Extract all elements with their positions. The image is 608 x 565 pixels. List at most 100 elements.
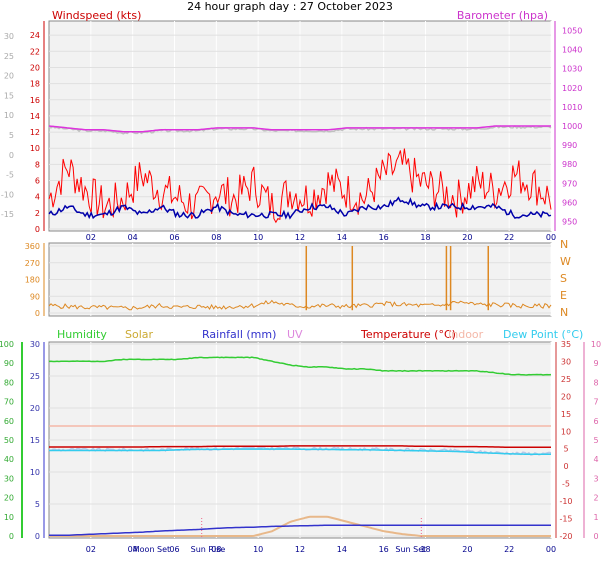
uv-y-tick: 7 — [593, 398, 598, 407]
baro-y-tick: 960 — [562, 198, 577, 207]
baro-line — [48, 125, 551, 133]
rain-y-tick: 0 — [35, 532, 40, 541]
humidity-y-tick: 60 — [4, 417, 14, 426]
temp-y-tick: 35 — [561, 340, 571, 349]
x-tick-label-wind: 00 — [546, 233, 556, 242]
avg-wind-line — [48, 196, 552, 220]
humidity-y-tick: 70 — [4, 398, 14, 407]
humidity-y-tick: 20 — [4, 494, 14, 503]
graph-title: 24 hour graph day : 27 October 2023 — [187, 0, 393, 13]
wind-y-tick: 0 — [35, 225, 40, 234]
wind-y-tick: 4 — [35, 193, 40, 202]
temp-y-tick: 25 — [561, 375, 571, 384]
x-tick-label-wind: 18 — [420, 233, 430, 242]
uv-y-tick: 5 — [593, 436, 598, 445]
baro-y-tick: 980 — [562, 160, 577, 169]
x-tick-label-wind: 06 — [169, 233, 179, 242]
direction-line — [48, 299, 552, 311]
x-tick-label-env: 08 — [211, 545, 221, 554]
legend-uv: UV — [287, 328, 303, 341]
baro-y-tick: 990 — [562, 141, 577, 150]
x-tick-label-env: 12 — [295, 545, 305, 554]
legend-temperature: Temperature (°C) — [360, 328, 456, 341]
uv-y-tick: 2 — [593, 494, 598, 503]
wind-y-tick: 10 — [30, 144, 40, 153]
wind-y-tick: 12 — [30, 128, 40, 137]
temp-y-tick: -5 — [562, 480, 570, 489]
x-tick-label-env: 00 — [546, 545, 556, 554]
dir-compass-tick: W — [560, 255, 571, 268]
temp-y-tick: 20 — [561, 392, 571, 401]
humidity-line — [48, 356, 552, 376]
x-tick-label-wind: 16 — [379, 233, 389, 242]
wind-y-tick: 14 — [30, 112, 40, 121]
dir-y-tick: 360 — [25, 242, 40, 251]
x-tick-label-env: 04 — [128, 545, 138, 554]
uv-y-tick: 9 — [593, 359, 598, 368]
wind-y-tick-alt: 10 — [4, 111, 14, 120]
wind-y-tick: 18 — [30, 80, 40, 89]
dir-y-tick: 90 — [30, 292, 40, 301]
baro-y-tick: 1020 — [562, 84, 582, 93]
wind-y-tick: 6 — [35, 177, 40, 186]
wind-y-tick: 8 — [35, 160, 40, 169]
x-tick-label-wind: 22 — [504, 233, 514, 242]
baro-y-tick: 1030 — [562, 65, 582, 74]
rainfall-line — [49, 524, 551, 536]
temp-y-tick: 30 — [561, 357, 571, 366]
temp-y-tick: 0 — [563, 462, 568, 471]
dir-y-tick: 0 — [35, 309, 40, 318]
wind-y-tick: 24 — [30, 31, 40, 40]
sun-set-label: Sun Set — [395, 545, 426, 554]
sun-rise-label: Sun Rise — [191, 545, 226, 554]
humidity-y-tick: 30 — [4, 474, 14, 483]
baro-y-tick: 950 — [562, 217, 577, 226]
x-tick-label-env: 18 — [420, 545, 430, 554]
humidity-y-tick: 50 — [4, 436, 14, 445]
legend-rainfall: Rainfall (mm) — [202, 328, 276, 341]
baro-y-tick: 1000 — [562, 122, 582, 131]
humidity-y-tick: 100 — [0, 340, 14, 349]
dir-y-tick: 270 — [25, 259, 40, 268]
uv-y-tick: 4 — [593, 455, 598, 464]
x-tick-label-wind: 02 — [86, 233, 96, 242]
legend-humidity: Humidity — [57, 328, 107, 341]
baro-y-tick: 1040 — [562, 46, 582, 55]
rain-y-tick: 20 — [30, 404, 40, 413]
solar-line — [49, 515, 551, 537]
baro-y-tick: 1010 — [562, 103, 582, 112]
x-tick-label-env: 20 — [462, 545, 472, 554]
wind-y-tick: 22 — [30, 47, 40, 56]
temperature-line — [49, 445, 551, 449]
x-tick-label-wind: 12 — [295, 233, 305, 242]
dir-compass-tick: N — [560, 306, 568, 319]
x-tick-label-env: 14 — [337, 545, 347, 554]
barometer-label: Barometer (hpa) — [457, 9, 548, 22]
dir-compass-tick: E — [560, 289, 567, 302]
x-tick-label-env: 06 — [169, 545, 179, 554]
x-tick-label-wind: 20 — [462, 233, 472, 242]
wind-y-tick-alt: 20 — [4, 72, 14, 81]
dewpoint-line — [49, 448, 551, 456]
wind-y-tick-alt: 5 — [9, 131, 14, 140]
gust-line — [48, 148, 552, 224]
legend-indoor: Indoor — [448, 328, 484, 341]
rain-y-tick: 5 — [35, 500, 40, 509]
temp-y-tick: 10 — [561, 427, 571, 436]
wind-y-tick: 2 — [35, 209, 40, 218]
rain-y-tick: 10 — [30, 468, 40, 477]
wind-y-tick-alt: 25 — [4, 52, 14, 61]
temp-y-tick: 5 — [563, 445, 568, 454]
rain-y-tick: 25 — [30, 372, 40, 381]
wind-y-tick: 20 — [30, 63, 40, 72]
x-tick-label-wind: 08 — [211, 233, 221, 242]
x-tick-label-env: 16 — [379, 545, 389, 554]
wind-y-tick-alt: -15 — [1, 210, 14, 219]
wind-y-tick-alt: -5 — [6, 171, 14, 180]
legend-dewpoint: Dew Point (°C) — [503, 328, 583, 341]
humidity-y-tick: 80 — [4, 378, 14, 387]
dir-y-tick: 180 — [25, 276, 40, 285]
wind-y-tick-alt: 15 — [4, 91, 14, 100]
uv-y-tick: 3 — [593, 474, 598, 483]
temp-y-tick: -20 — [559, 532, 572, 541]
